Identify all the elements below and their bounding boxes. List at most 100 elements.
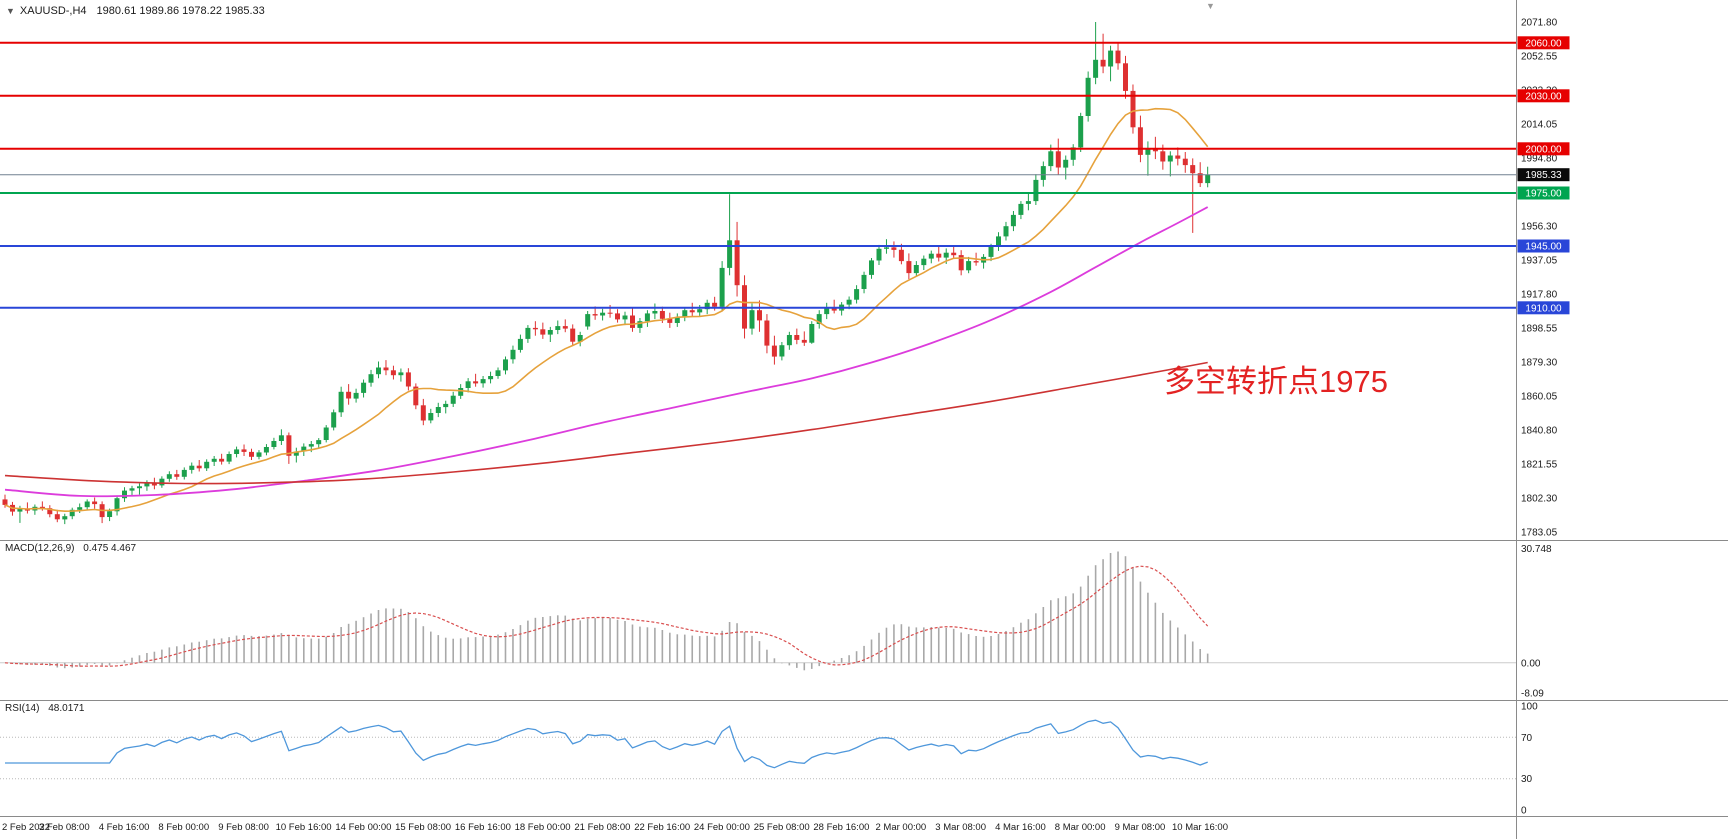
candle-body xyxy=(338,391,344,413)
candle-body xyxy=(211,458,217,462)
candle-body xyxy=(630,315,635,328)
candle-body xyxy=(562,326,568,329)
candle-body xyxy=(1145,148,1151,155)
candle-body xyxy=(316,440,322,445)
candle-body xyxy=(869,260,874,275)
candle-body xyxy=(443,403,449,408)
candle-body xyxy=(346,391,352,399)
candle-body xyxy=(689,310,695,313)
macd-title: MACD(12,26,9) xyxy=(5,543,75,554)
candle-body xyxy=(137,486,142,489)
chart-shift-marker[interactable]: ▼ xyxy=(1206,1,1215,11)
candle-body xyxy=(1078,116,1084,148)
candle-body xyxy=(390,370,396,376)
candle-body xyxy=(413,386,419,406)
candle-body xyxy=(764,320,770,346)
price-tick-label: 1917.80 xyxy=(1521,290,1558,301)
candle-body xyxy=(719,267,725,307)
price-axis[interactable] xyxy=(1517,0,1728,816)
candle-body xyxy=(17,509,23,512)
price-badge[interactable] xyxy=(1517,301,1570,315)
time-label: 14 Feb 00:00 xyxy=(335,822,391,833)
candle-body xyxy=(547,330,553,335)
candle-body xyxy=(1167,155,1173,162)
candle-body xyxy=(473,381,479,384)
candle-body xyxy=(480,379,486,384)
candle-body xyxy=(988,246,994,257)
candle-body xyxy=(249,451,254,457)
candle-body xyxy=(428,413,434,421)
candle-body xyxy=(532,327,538,330)
time-label: 28 Feb 16:00 xyxy=(813,822,869,833)
candle-body xyxy=(510,349,516,360)
candle-body xyxy=(973,261,979,263)
price-tick-label: 2014.05 xyxy=(1521,120,1558,131)
candle-body xyxy=(517,338,523,350)
candle-body xyxy=(854,289,860,300)
candle-body xyxy=(891,247,897,250)
price-badge[interactable] xyxy=(1517,89,1570,103)
candle-body xyxy=(1205,174,1211,184)
time-label: 3 Feb 08:00 xyxy=(39,822,90,833)
time-label: 10 Feb 16:00 xyxy=(276,822,332,833)
price-tick-label: 1879.30 xyxy=(1521,358,1558,369)
candle-body xyxy=(301,446,307,452)
candle-body xyxy=(77,507,83,510)
candle-body xyxy=(465,381,471,388)
one-click-trading-icon[interactable]: ▼ xyxy=(6,6,15,16)
candle-body xyxy=(1100,59,1106,67)
candle-body xyxy=(1160,151,1166,162)
price-badge[interactable] xyxy=(1517,142,1570,156)
candle-body xyxy=(884,247,889,249)
ma-slow-line xyxy=(4,361,1208,485)
candle-body xyxy=(1063,159,1069,168)
candle-body xyxy=(47,508,53,515)
candle-body xyxy=(906,261,912,274)
chart-header: ▼ XAUUSD-,H4 1980.61 1989.86 1978.22 198… xyxy=(6,5,265,17)
candle-body xyxy=(361,382,367,393)
candle-body xyxy=(219,458,225,462)
time-axis[interactable] xyxy=(0,817,1516,839)
candle-body xyxy=(801,339,807,343)
candle-body xyxy=(263,447,269,453)
price-badge[interactable] xyxy=(1517,239,1570,253)
price-badge[interactable] xyxy=(1517,186,1570,200)
candle-body xyxy=(659,311,665,319)
candle-body xyxy=(697,309,703,313)
candle-body xyxy=(1182,158,1188,166)
rsi-axis-label: 70 xyxy=(1521,733,1533,744)
rsi-values: 48.0171 xyxy=(48,703,85,714)
candle-body xyxy=(1108,50,1114,67)
candle-body xyxy=(913,265,919,274)
candle-body xyxy=(62,516,68,520)
candle-body xyxy=(151,483,157,486)
time-label: 4 Mar 16:00 xyxy=(995,822,1046,833)
time-label: 10 Mar 16:00 xyxy=(1172,822,1228,833)
candle-body xyxy=(1018,203,1024,215)
candle-body xyxy=(1055,151,1061,168)
candle-body xyxy=(286,435,292,456)
candle-body xyxy=(958,255,964,271)
price-badge[interactable] xyxy=(1517,36,1570,50)
candle-body xyxy=(943,252,949,258)
candle-body xyxy=(749,310,755,329)
candle-body xyxy=(757,310,762,321)
price-badge[interactable] xyxy=(1517,168,1570,182)
candle-body xyxy=(174,474,180,477)
candle-body xyxy=(353,392,359,399)
candle-body xyxy=(69,509,75,517)
candle-body xyxy=(1010,214,1016,227)
candle-body xyxy=(525,327,531,339)
candle-body xyxy=(1190,165,1196,174)
candle-body xyxy=(196,465,202,469)
candle-body xyxy=(405,372,411,387)
price-tick-label: 2052.55 xyxy=(1521,52,1558,63)
candle-body xyxy=(607,312,613,314)
chart-annotation-text[interactable]: 多空转折点1975 xyxy=(1164,364,1388,399)
candle-body xyxy=(585,314,591,327)
candle-body xyxy=(1003,226,1009,237)
candle-body xyxy=(234,449,240,454)
time-label: 2 Feb 2022 xyxy=(2,822,50,833)
